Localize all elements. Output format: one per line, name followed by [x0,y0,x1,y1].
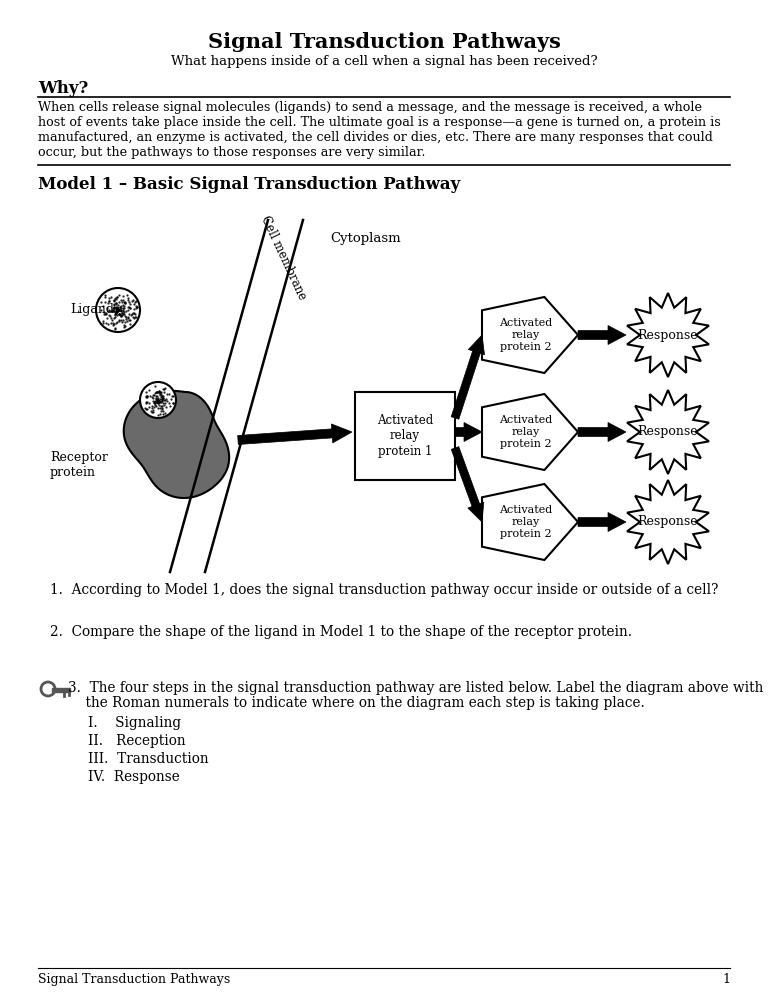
Text: Activated
relay
protein 2: Activated relay protein 2 [499,415,553,448]
Text: II.   Reception: II. Reception [88,734,186,748]
Bar [355,392,455,480]
Text: occur, but the pathways to those responses are very similar.: occur, but the pathways to those respons… [38,146,425,159]
Polygon shape [455,422,482,441]
Text: manufactured, an enzyme is activated, the cell divides or dies, etc. There are m: manufactured, an enzyme is activated, th… [38,131,713,144]
Text: Response: Response [637,425,698,438]
Text: I.    Signaling: I. Signaling [88,716,181,730]
Text: Activated
relay
protein 2: Activated relay protein 2 [499,318,553,352]
Text: Signal Transduction Pathways: Signal Transduction Pathways [38,973,230,986]
Text: 1.  According to Model 1, does the signal transduction pathway occur inside or o: 1. According to Model 1, does the signal… [50,583,718,597]
Text: the Roman numerals to indicate where on the diagram each step is taking place.: the Roman numerals to indicate where on … [68,696,645,710]
Text: 3.  The four steps in the signal transduction pathway are listed below. Label th: 3. The four steps in the signal transduc… [68,681,763,695]
Text: Activated
relay
protein 1: Activated relay protein 1 [377,414,433,457]
Polygon shape [482,394,578,470]
Text: 1: 1 [722,973,730,986]
Text: IV.  Response: IV. Response [88,770,180,784]
Polygon shape [578,422,626,441]
Polygon shape [482,484,578,560]
Text: Why?: Why? [38,80,88,97]
Polygon shape [451,335,485,419]
Polygon shape [627,480,709,564]
Polygon shape [578,513,626,532]
Text: Response: Response [637,516,698,529]
Text: host of events take place inside the cell. The ultimate goal is a response—a gen: host of events take place inside the cel… [38,116,720,129]
Text: When cells release signal molecules (ligands) to send a message, and the message: When cells release signal molecules (lig… [38,101,702,114]
Text: Cell membrane: Cell membrane [258,214,308,302]
Circle shape [140,382,176,418]
Polygon shape [452,446,484,522]
Polygon shape [124,391,229,498]
Text: Model 1 – Basic Signal Transduction Pathway: Model 1 – Basic Signal Transduction Path… [38,176,460,193]
Text: 2.  Compare the shape of the ligand in Model 1 to the shape of the receptor prot: 2. Compare the shape of the ligand in Mo… [50,625,632,639]
Circle shape [96,288,140,332]
Text: Activated
relay
protein 2: Activated relay protein 2 [499,505,553,539]
Polygon shape [627,293,709,377]
Text: Response: Response [637,328,698,342]
Polygon shape [237,423,352,444]
Text: What happens inside of a cell when a signal has been received?: What happens inside of a cell when a sig… [170,55,598,68]
Bar [52,688,70,692]
Polygon shape [627,390,709,474]
Polygon shape [578,325,626,345]
Polygon shape [482,297,578,373]
Text: Receptor
protein: Receptor protein [50,451,108,479]
Text: Cytoplasm: Cytoplasm [330,232,401,245]
Text: Ligand: Ligand [70,303,114,316]
Text: III.  Transduction: III. Transduction [88,752,209,766]
Text: Signal Transduction Pathways: Signal Transduction Pathways [207,32,561,52]
